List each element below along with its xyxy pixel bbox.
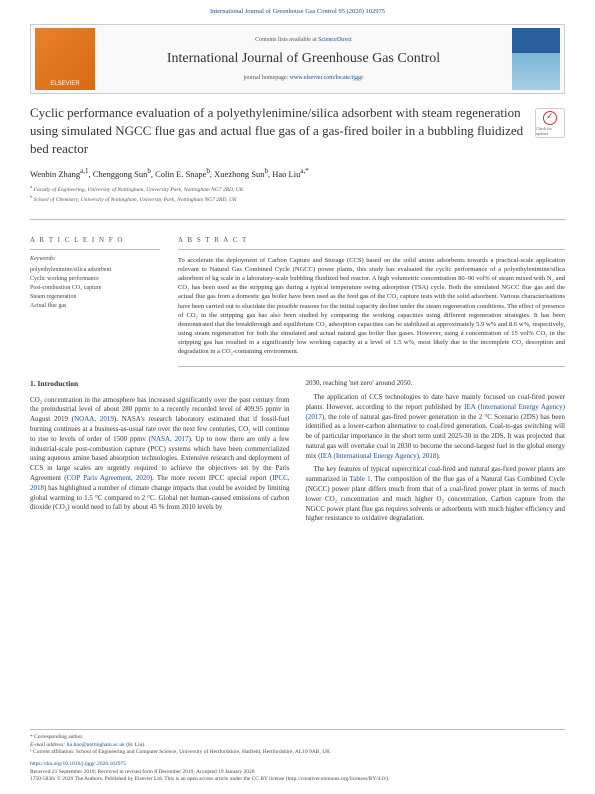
journal-cover-thumb bbox=[512, 28, 560, 90]
article-title: Cyclic performance evaluation of a polye… bbox=[30, 104, 525, 157]
publisher-logo: ELSEVIER bbox=[35, 28, 95, 90]
page-footer: * Corresponding author. E-mail address: … bbox=[30, 729, 565, 784]
column-right: 2030, reaching 'net zero' around 2050. T… bbox=[306, 379, 566, 528]
doi-link[interactable]: https://doi.org/10.1016/j.ijggc.2020.102… bbox=[30, 761, 126, 767]
body-columns: 1. Introduction CO₂ concentration in the… bbox=[30, 379, 565, 528]
affiliation-a: a Faculty of Engineering, University of … bbox=[30, 184, 565, 195]
paragraph: CO₂ concentration in the atmosphere has … bbox=[30, 396, 290, 514]
section-title: Introduction bbox=[38, 379, 79, 388]
email-link[interactable]: liu.hao@nottingham.ac.uk bbox=[66, 742, 124, 748]
homepage-link[interactable]: www.elsevier.com/locate/ijggc bbox=[290, 75, 364, 81]
paragraph: 2030, reaching 'net zero' around 2050. bbox=[306, 379, 566, 389]
column-left: 1. Introduction CO₂ concentration in the… bbox=[30, 379, 290, 528]
info-abstract-row: A R T I C L E I N F O Keywords: polyethy… bbox=[30, 219, 565, 367]
current-affiliation-note: ¹ Current affiliation: School of Enginee… bbox=[30, 749, 565, 757]
email-name: (H. Liu). bbox=[125, 742, 146, 748]
abstract-heading: A B S T R A C T bbox=[178, 236, 565, 250]
copyright-line: 1750-5836/ © 2020 The Authors. Published… bbox=[30, 776, 565, 784]
title-row: Cyclic performance evaluation of a polye… bbox=[30, 104, 565, 157]
check-label: Check for updates bbox=[536, 126, 564, 136]
page-citation: International Journal of Greenhouse Gas … bbox=[0, 0, 595, 20]
journal-homepage-line: journal homepage: www.elsevier.com/locat… bbox=[99, 75, 508, 83]
affiliation-b: b School of Chemistry, University of Not… bbox=[30, 194, 565, 205]
check-icon bbox=[543, 111, 557, 125]
main-content: Cyclic performance evaluation of a polye… bbox=[0, 104, 595, 528]
check-updates-badge[interactable]: Check for updates bbox=[535, 108, 565, 138]
paragraph: The application of CCS technologies to d… bbox=[306, 393, 566, 462]
banner-center: Contents lists available at ScienceDirec… bbox=[99, 37, 508, 83]
contents-link-line: Contents lists available at ScienceDirec… bbox=[99, 37, 508, 45]
journal-banner: ELSEVIER Contents lists available at Sci… bbox=[30, 24, 565, 94]
abstract: A B S T R A C T To accelerate the deploy… bbox=[178, 228, 565, 367]
doi-line: https://doi.org/10.1016/j.ijggc.2020.102… bbox=[30, 761, 565, 769]
contents-prefix: Contents lists available at bbox=[255, 37, 318, 43]
section-heading: 1. Introduction bbox=[30, 379, 290, 390]
keywords-label: Keywords: bbox=[30, 256, 160, 264]
article-info-heading: A R T I C L E I N F O bbox=[30, 236, 160, 250]
affiliations: a Faculty of Engineering, University of … bbox=[30, 184, 565, 205]
keywords-list: polyethylenimine/silica adsorbentCyclic … bbox=[30, 266, 160, 311]
article-info: A R T I C L E I N F O Keywords: polyethy… bbox=[30, 228, 160, 367]
authors-line: Wenbin Zhanga,1, Chenggong Sunb, Colin E… bbox=[30, 167, 565, 180]
sciencedirect-link[interactable]: ScienceDirect bbox=[318, 37, 352, 43]
journal-name: International Journal of Greenhouse Gas … bbox=[99, 50, 508, 68]
corresponding-note: * Corresponding author. bbox=[30, 734, 565, 742]
abstract-text: To accelerate the deployment of Carbon C… bbox=[178, 256, 565, 367]
email-label: E-mail address: bbox=[30, 742, 66, 748]
section-number: 1. bbox=[30, 379, 36, 388]
paragraph: The key features of typical supercritica… bbox=[306, 465, 566, 524]
homepage-prefix: journal homepage: bbox=[243, 75, 289, 81]
